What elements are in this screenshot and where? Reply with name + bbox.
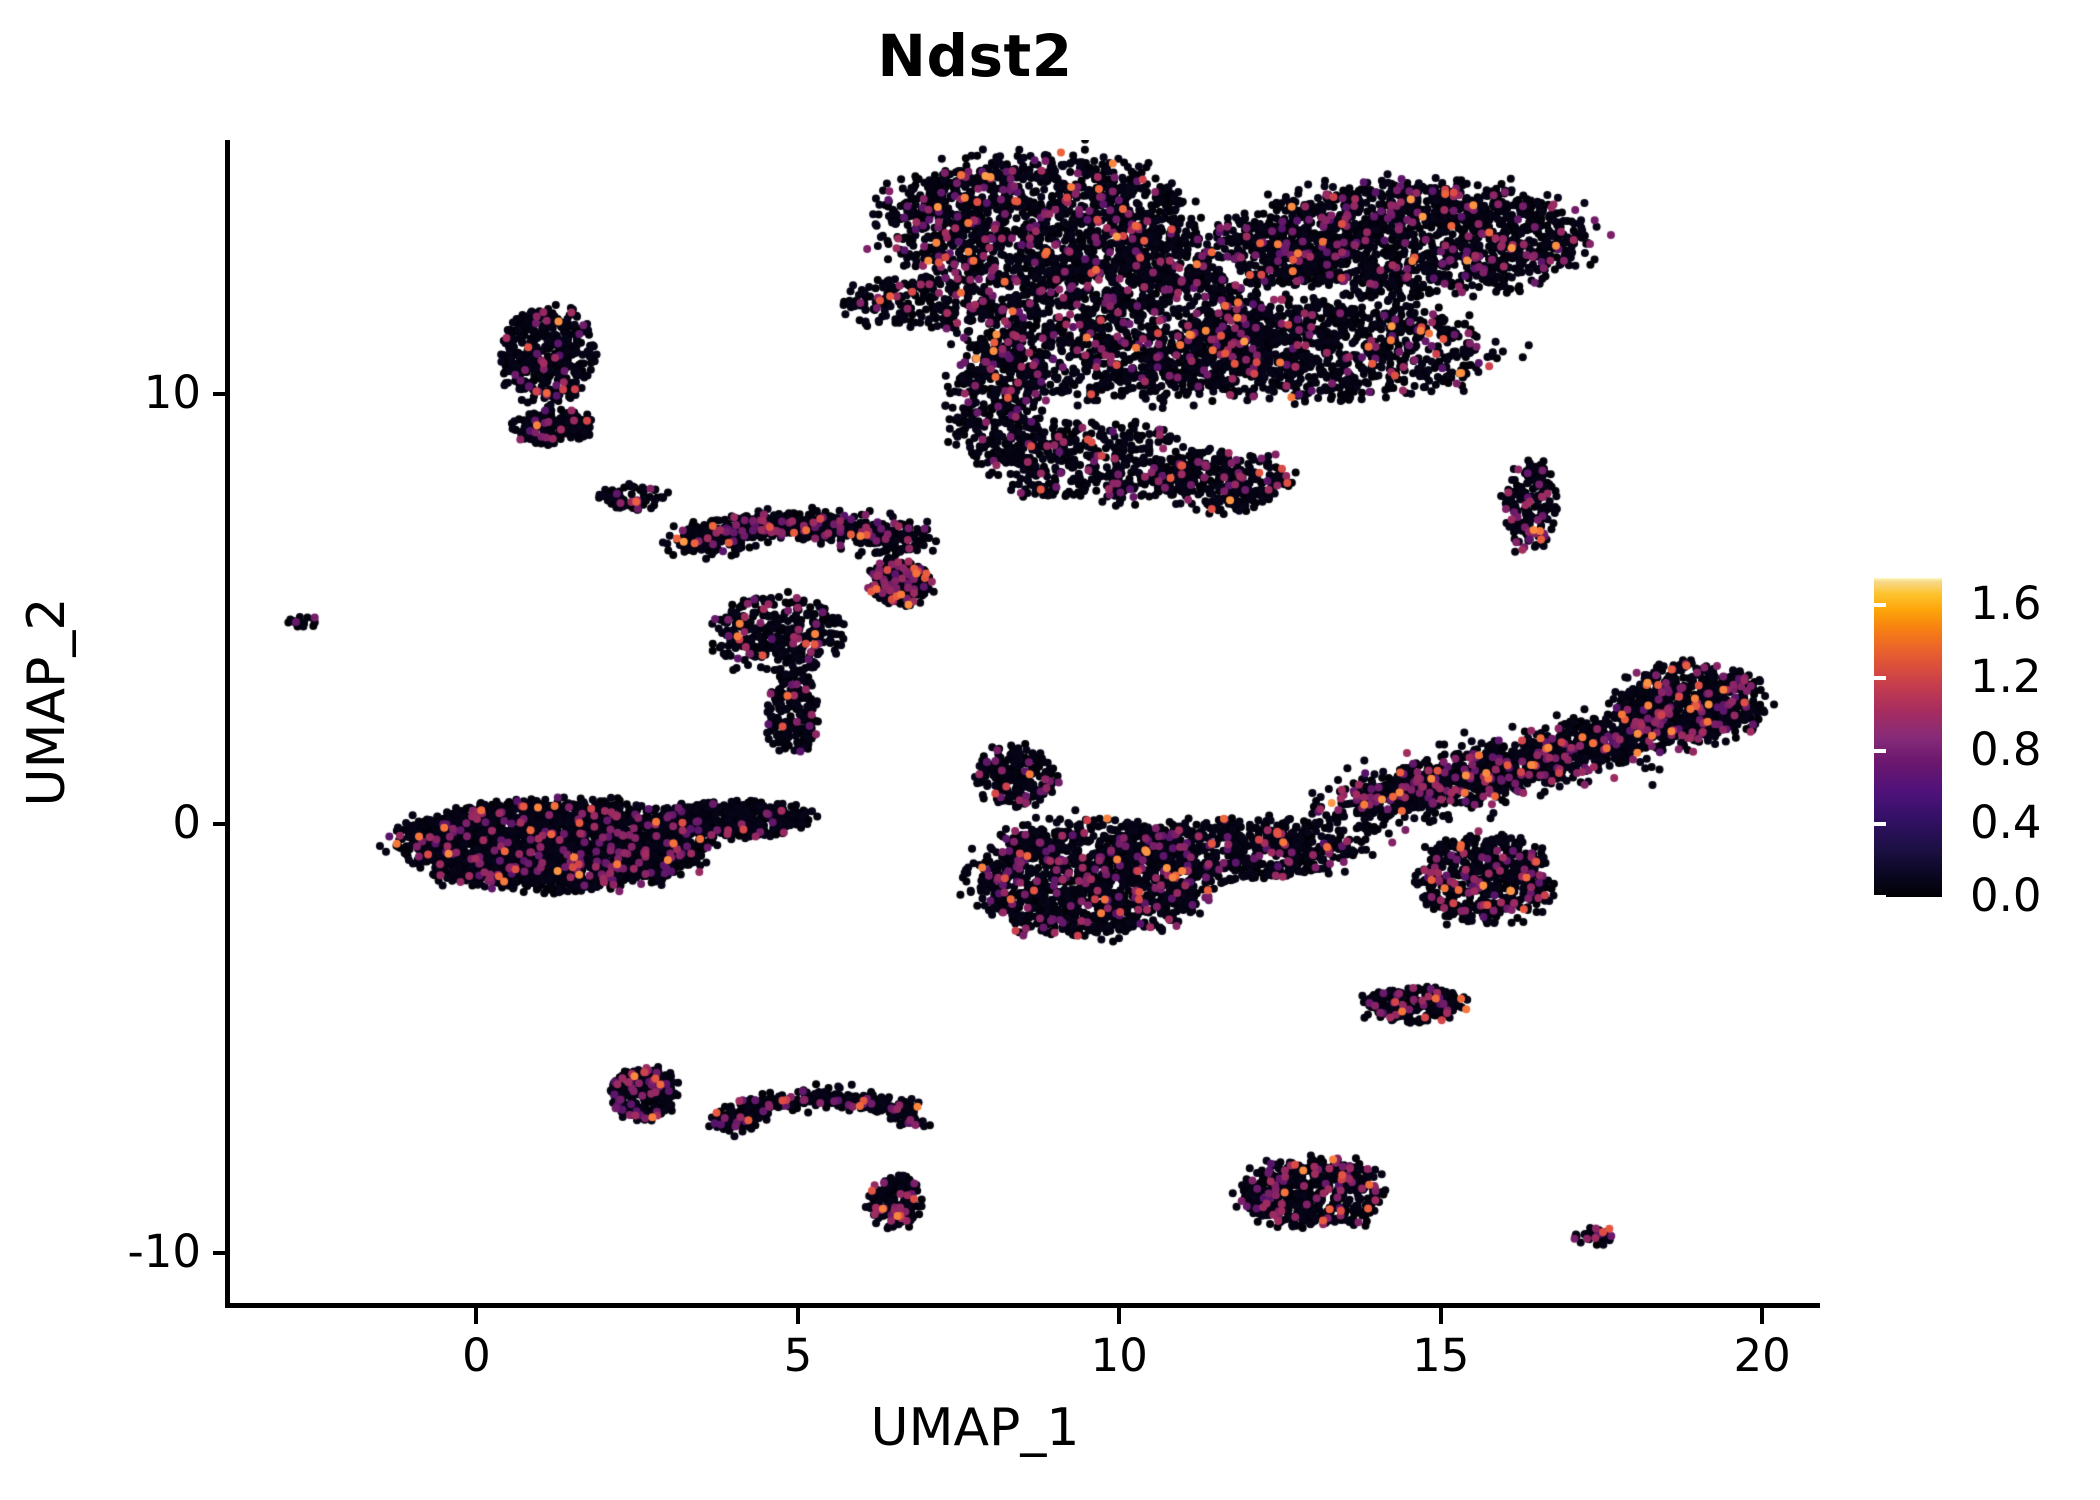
y-axis-label: UMAP_2	[17, 597, 77, 807]
x-tick-mark	[1438, 1308, 1443, 1324]
page-title: Ndst2	[877, 22, 1073, 90]
y-axis-spine	[225, 140, 230, 1308]
y-tick-mark	[213, 391, 229, 396]
y-tick-mark	[213, 1251, 229, 1256]
colorbar-gradient	[1874, 578, 1942, 897]
x-tick-label: 10	[1090, 1329, 1148, 1382]
x-tick-mark	[474, 1308, 479, 1324]
colorbar-tick-mark	[1874, 822, 1886, 827]
x-axis-label: UMAP_1	[870, 1398, 1080, 1458]
colorbar: 1.6 1.2 0.8 0.4 0.0	[1874, 577, 2094, 918]
x-axis-spine	[225, 1303, 1820, 1308]
colorbar-tick-label: 0.4	[1970, 796, 2042, 850]
plot-axes-area	[229, 140, 1820, 1305]
x-tick-label: 5	[783, 1329, 813, 1382]
colorbar-tick-mark	[2082, 822, 2094, 827]
colorbar-tick-label: 1.6	[1970, 577, 2042, 631]
colorbar-tick-mark	[1874, 603, 1886, 608]
colorbar-tick-mark	[1874, 676, 1886, 681]
x-tick-label: 0	[462, 1329, 491, 1382]
x-tick-mark	[1117, 1308, 1122, 1324]
colorbar-tick-mark	[2082, 603, 2094, 608]
x-tick-mark	[1760, 1308, 1765, 1324]
x-tick-label: 15	[1412, 1329, 1470, 1382]
x-tick-label: 20	[1733, 1329, 1791, 1382]
y-tick-label: 0	[172, 795, 201, 849]
colorbar-tick-label: 0.0	[1970, 869, 2042, 922]
colorbar-tick-label: 0.8	[1970, 723, 2042, 777]
x-tick-mark	[795, 1308, 800, 1324]
scatter-plot-canvas	[229, 140, 1820, 1305]
colorbar-tick-mark	[2082, 895, 2094, 899]
colorbar-tick-mark	[1874, 749, 1886, 754]
colorbar-tick-mark	[2082, 749, 2094, 754]
colorbar-tick-mark	[1874, 895, 1886, 899]
y-tick-label: 10	[143, 365, 201, 419]
y-tick-mark	[213, 821, 229, 826]
colorbar-tick-mark	[2082, 676, 2094, 681]
colorbar-tick-label: 1.2	[1970, 650, 2042, 704]
y-tick-label: -10	[127, 1225, 202, 1279]
